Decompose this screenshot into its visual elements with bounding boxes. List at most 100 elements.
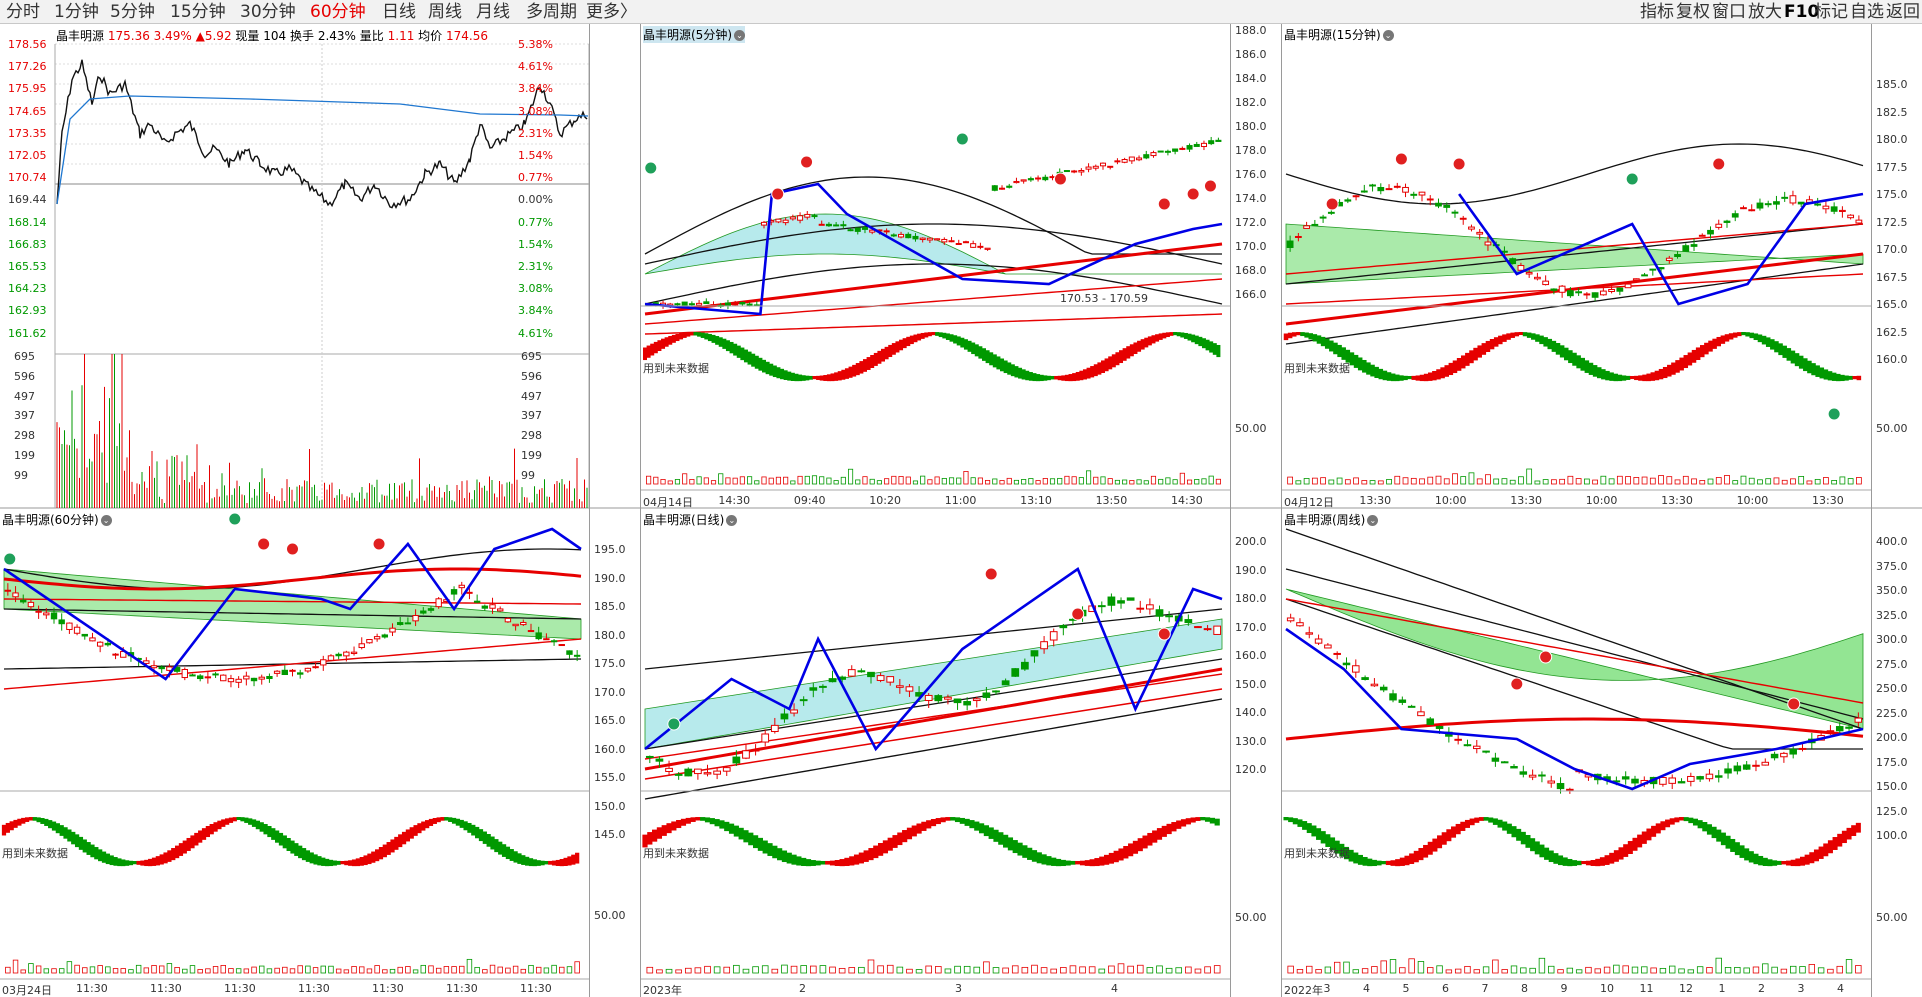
chart-day-panel[interactable]: 晶丰明源(日线) ⌄ 用到未来数据 2023年 2 3 4 [641,509,1230,997]
volume-box [43,968,50,974]
candle-body [811,215,818,218]
tab-month[interactable]: 月线 [476,2,510,22]
chart-5min-title[interactable]: 晶丰明源(5分钟) ⌄ [643,26,745,43]
tab-more[interactable]: 更多〉 [586,2,637,22]
fuquan-button[interactable]: 复权 [1676,2,1710,22]
y-tick-label: 180.0 [1235,120,1267,133]
intraday-header: 晶丰明源 175.36 3.49% ▲5.92 现量 104 换手 2.43% … [56,27,488,44]
tab-week[interactable]: 周线 [428,2,462,22]
candle-body [1136,157,1143,161]
candle-body [1078,170,1085,173]
signal-marker-icon [771,187,785,201]
zoom-button[interactable]: 放大 [1748,2,1782,22]
candle-body [1847,214,1855,219]
volume-box [696,476,702,485]
back-button[interactable]: 返回 [1886,2,1920,22]
dropdown-icon[interactable]: ⌄ [100,515,112,526]
y-tick-label: 160.0 [1235,649,1267,662]
indicator-button[interactable]: 指标 [1640,2,1674,22]
volume-box [1380,960,1387,974]
tab-1min[interactable]: 1分钟 [54,2,99,22]
candle-body [782,219,789,224]
mark-button[interactable]: 标记 [1814,2,1848,22]
candle-body [867,671,875,678]
volume-box [1410,477,1417,485]
tab-5min[interactable]: 5分钟 [110,2,155,22]
volume-box [212,966,219,974]
x-tick-label: 11:30 [520,982,552,995]
volume-box [1493,478,1500,485]
volume-box [274,967,280,974]
y-tick-label: 167.5 [1876,270,1908,284]
candle-body [1756,202,1764,209]
candle-body [1435,202,1442,207]
volume-box [999,480,1005,485]
candle-body [780,713,789,720]
volume-box [243,968,250,974]
chart-60min-panel[interactable]: 晶丰明源(60分钟) ⌄ 用到未来数据 03月24日 11:30 11:30 11:30… [0,509,589,997]
candle-body [1324,644,1332,649]
candle-body [350,651,358,655]
volume-box [905,476,911,485]
price-tick-label: 174.65 [8,104,47,118]
chart-5min-panel[interactable]: 晶丰明源(5分钟) ⌄ 170.53 - 170.59 用到未来数据 04月14日… [641,24,1230,508]
candle-body [1845,726,1853,729]
tab-60min[interactable]: 60分钟 [310,2,366,22]
volume-box [266,968,273,974]
chart-15min-title[interactable]: 晶丰明源(15分钟) ⌄ [1284,26,1394,43]
tab-fenshi[interactable]: 分时 [6,2,40,22]
chart-15min-panel[interactable]: 晶丰明源(15分钟) ⌄ 用到未来数据 04月12日 13:30 10:00 13:30… [1282,24,1871,508]
candle-body [235,678,242,683]
kline-day-chart [641,567,1230,980]
tab-15min[interactable]: 15分钟 [170,2,226,22]
tab-30min[interactable]: 30分钟 [240,2,296,22]
volume-box [963,965,971,974]
window-button[interactable]: 窗口 [1712,2,1746,22]
watchlist-button[interactable]: 自选 [1850,2,1884,22]
candle-body [1311,223,1319,226]
volume-box [761,965,769,974]
intraday-panel[interactable]: 晶丰明源 175.36 3.49% ▲5.92 现量 104 换手 2.43% … [0,24,589,508]
tab-day[interactable]: 日线 [382,2,416,22]
dropdown-icon[interactable]: ⌄ [1382,30,1394,41]
volume-box [1194,968,1202,974]
volume-box [704,965,711,974]
candle-body [898,233,905,238]
y-tick-label: 150.0 [1235,677,1267,691]
candle-body [512,623,519,627]
tab-multi-period[interactable]: 多周期 [526,2,577,22]
vol-tick-label: 199 [521,449,542,462]
candle-body [674,303,681,306]
pct-tick-label: 1.54% [518,149,553,162]
volume-box [1699,480,1706,485]
candle-body [926,237,933,241]
candle-body [953,698,962,704]
volume-box [710,480,717,485]
chart-week-title[interactable]: 晶丰明源(周线) ⌄ [1284,511,1379,528]
candle-body [204,676,212,679]
dropdown-icon[interactable]: ⌄ [1367,515,1379,526]
candle-body [404,622,412,625]
candle-body [770,724,779,733]
volume-box [1551,479,1557,485]
pct-tick-label: 4.61% [518,60,553,74]
volume-box [797,475,803,485]
chart-day-title[interactable]: 晶丰明源(日线) ⌄ [643,511,738,528]
dropdown-icon[interactable]: ⌄ [734,30,745,41]
candle-body [684,768,693,777]
volume-box [1482,966,1490,974]
candle-body [158,666,165,670]
candle-body [1591,292,1599,298]
chart-60min-title[interactable]: 晶丰明源(60分钟) ⌄ [2,511,112,528]
f10-button[interactable]: F10 [1784,2,1820,22]
volume-box [305,965,311,974]
volume-box [1079,966,1086,974]
chart-week-panel[interactable]: 晶丰明源(周线) ⌄ 用到未来数据 2022年 3 4 5 6 7 8 9 10 11 12 1 2 3 4 [1282,509,1871,997]
candle-body [955,242,962,245]
candle-body [1534,276,1541,280]
signal-marker-icon [1071,607,1085,621]
volume-box [675,969,682,974]
volume-box [1165,967,1173,974]
volume-box [858,966,865,974]
dropdown-icon[interactable]: ⌄ [726,515,738,526]
